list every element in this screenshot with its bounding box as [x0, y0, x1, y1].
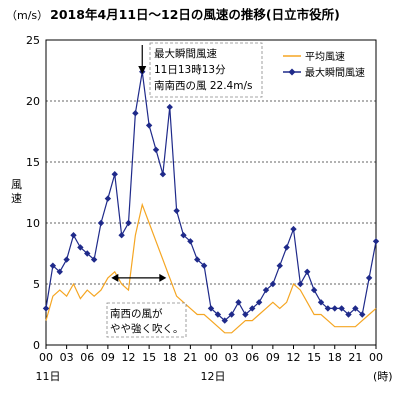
max-gust-point — [132, 110, 139, 117]
y-tick-label: 20 — [26, 95, 40, 108]
max-gust-point — [145, 122, 153, 129]
x-tick-label: 03 — [225, 351, 239, 364]
legend-max-gust-label: 最大瞬間風速 — [305, 66, 365, 79]
legend-average-label: 平均風速 — [305, 51, 345, 63]
max-gust-point — [118, 232, 125, 239]
max-gust-point — [70, 232, 77, 239]
southwest-wind-arrowhead-left — [111, 273, 119, 282]
max-gust-point — [221, 317, 228, 324]
southwest-wind-annotation-box — [106, 302, 187, 338]
max-gust-point — [249, 305, 256, 312]
x-tick-label: 12 — [287, 351, 301, 364]
x-tick-label: 15 — [307, 351, 321, 364]
max-gust-point — [372, 238, 380, 245]
x-tick-label: 15 — [142, 351, 156, 364]
chart-title: （m/s） 2018年4月11日～12日の風速の推移(日立市役所) — [6, 4, 400, 24]
legend: 平均風速 最大瞬間風速 — [283, 51, 365, 79]
x-tick-label: 00 — [39, 351, 53, 364]
max-gust-point — [49, 262, 57, 269]
y-tick-label: 5 — [33, 278, 40, 291]
max-gust-point — [200, 262, 208, 269]
peak-annotation-line3: 南南西の風 22.4m/s — [154, 79, 252, 92]
max-gust-point — [317, 299, 325, 306]
peak-annotation-line1: 最大瞬間風速 — [154, 47, 217, 60]
max-gust-point — [365, 274, 373, 282]
max-gust-point — [166, 103, 173, 111]
max-gust-point — [97, 219, 105, 227]
max-gust-point — [359, 311, 366, 318]
max-gust-point — [63, 256, 70, 263]
average-wind-line — [45, 202, 377, 334]
max-gust-point — [207, 305, 215, 312]
max-gust-point — [235, 299, 242, 306]
max-gust-point — [331, 305, 338, 312]
max-gust-point — [276, 262, 283, 269]
max-gust-point — [324, 305, 332, 312]
y-tick-label: 10 — [26, 217, 40, 230]
x-tick-label: 06 — [80, 351, 94, 364]
max-gust-point — [194, 256, 201, 263]
max-gust-point — [228, 311, 235, 318]
max-gust-point — [111, 171, 118, 178]
y-axis-label: 風速 — [11, 178, 22, 205]
max-gust-point — [187, 238, 194, 245]
chart-title-text: 2018年4月11日～12日の風速の推移(日立市役所) — [50, 7, 340, 22]
x-tick-label: 03 — [60, 351, 74, 364]
max-gust-point — [84, 250, 91, 257]
max-gust-point — [77, 244, 84, 251]
x-tick-label: 09 — [101, 351, 115, 364]
x-tick-label: 06 — [245, 351, 259, 364]
date-label-11: 11日 — [36, 370, 61, 383]
max-gust-point — [104, 195, 112, 202]
max-gust-point — [304, 268, 311, 275]
max-gust-point — [269, 280, 277, 288]
max-gust-point — [152, 146, 160, 153]
max-gust-point — [214, 311, 222, 318]
max-gust-point — [310, 286, 318, 294]
max-gust-point — [90, 256, 98, 263]
max-gust-point — [290, 225, 297, 233]
max-gust-point — [159, 171, 167, 178]
southwest-wind-arrowhead-right — [159, 273, 167, 282]
max-gust-point — [352, 305, 359, 312]
max-gust-point — [173, 207, 180, 214]
y-tick-label: 25 — [26, 34, 40, 47]
max-gust-point — [180, 232, 187, 239]
southwest-wind-annotation-line2: やや強く吹く。 — [110, 322, 184, 335]
max-gust-point — [262, 286, 270, 294]
max-gust-point — [283, 244, 290, 251]
x-tick-label: 18 — [328, 351, 342, 364]
x-tick-label: 00 — [369, 351, 383, 364]
unit-label: （m/s） — [6, 9, 49, 22]
x-tick-label: 21 — [183, 351, 197, 364]
peak-annotation-line2: 11日13時13分 — [154, 64, 226, 76]
y-tick-label: 0 — [33, 339, 40, 352]
x-tick-label: 09 — [266, 351, 280, 364]
y-tick-label: 15 — [26, 156, 40, 169]
date-label-12: 12日 — [201, 370, 226, 383]
x-tick-label: 00 — [204, 351, 218, 364]
x-tick-label: 18 — [163, 351, 177, 364]
max-gust-point — [345, 311, 352, 318]
max-gust-point — [242, 311, 249, 318]
max-gust-line — [45, 71, 377, 322]
max-gust-point — [125, 219, 132, 227]
peak-annotation-box — [149, 42, 263, 98]
southwest-wind-annotation-line1: 南西の風が — [110, 307, 163, 320]
max-gust-point — [42, 305, 50, 312]
max-gust-point — [56, 268, 63, 275]
max-gust-point — [297, 280, 304, 288]
legend-max-gust-marker — [288, 68, 296, 76]
peak-arrowhead — [138, 66, 147, 74]
x-tick-label: 21 — [348, 351, 362, 364]
max-gust-point — [255, 299, 263, 306]
max-gust-point — [338, 305, 345, 312]
x-tick-label: 12 — [122, 351, 136, 364]
x-axis-unit: (時) — [373, 370, 393, 383]
